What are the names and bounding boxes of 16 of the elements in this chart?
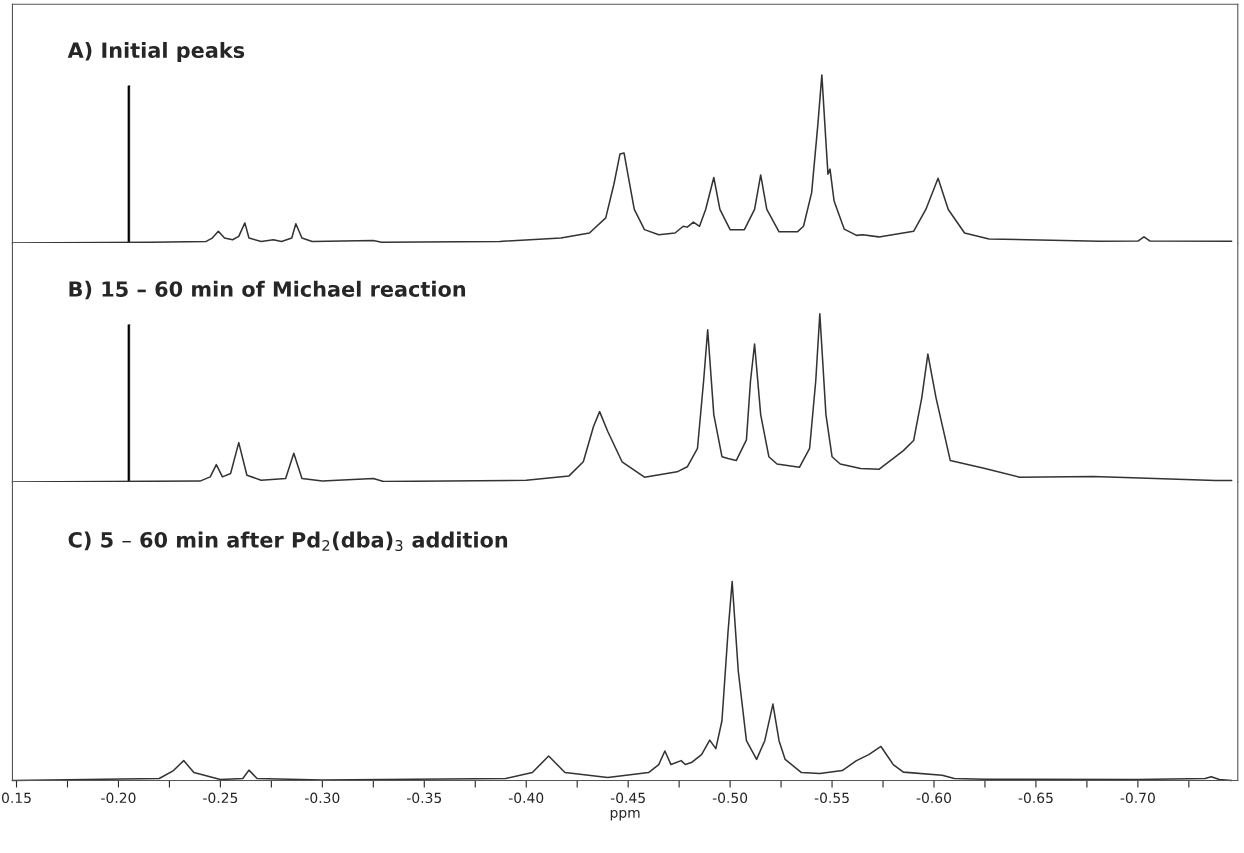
x-tick-label: -0.25: [203, 792, 238, 804]
text: C) 5 – 60 min after Pd$_{2}$(dba)$_{3}$ addition: [68, 531, 508, 552]
x-tick-label: 0.15: [1, 792, 31, 804]
x-axis-title: ppm: [610, 809, 640, 821]
x-tick-label: -0.30: [305, 792, 340, 804]
x-tick-label: -0.65: [1018, 792, 1053, 804]
x-tick-label: -0.35: [407, 792, 442, 804]
x-tick-label: -0.20: [101, 792, 136, 804]
text: A) Initial peaks: [67, 41, 245, 63]
x-tick-label: -0.50: [712, 792, 748, 804]
x-tick-label: -0.55: [814, 792, 849, 804]
text: B) 15 – 60 min of Michael reaction: [69, 280, 466, 300]
x-tick-label: -0.70: [1120, 792, 1155, 804]
x-tick-label: -0.45: [610, 792, 645, 804]
x-tick-label: -0.40: [508, 792, 544, 804]
x-tick-label: -0.60: [916, 792, 952, 804]
